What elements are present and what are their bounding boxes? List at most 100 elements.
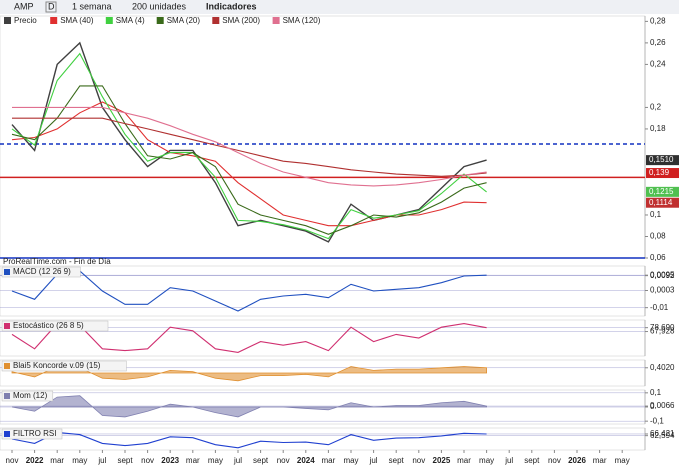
panel-title: MACD (12 26 9) (13, 267, 71, 276)
x-tick-label: mar (593, 456, 607, 465)
y-tick-label: 0,0095 (650, 270, 675, 279)
x-tick-label: sept (117, 456, 133, 465)
panel-icon (4, 393, 10, 399)
x-tick-label: nov (277, 456, 290, 465)
legend-swatch (156, 17, 164, 24)
panel (0, 15, 646, 259)
price-label: 0,1215 (649, 187, 674, 196)
legend-label: Precio (14, 16, 37, 25)
panel-title-box (1, 390, 54, 402)
price-label-box (646, 197, 679, 208)
price-label-box (646, 168, 679, 179)
y-tick-label: 0,1 (650, 210, 662, 219)
panel-title-box (1, 320, 109, 332)
y-tick-label: 0,24 (650, 60, 666, 69)
legend-label: SMA (120) (283, 16, 321, 25)
panel-title-box (1, 266, 81, 278)
x-tick-label: sept (524, 456, 540, 465)
legend-swatch (212, 17, 220, 24)
y-tick-label: 0,18 (650, 124, 666, 133)
x-tick-label: nov (412, 456, 425, 465)
x-tick-label: nov (141, 456, 154, 465)
panel-title: FILTRO RSI (13, 429, 56, 438)
x-tick-label: mar (322, 456, 336, 465)
series-line (12, 106, 487, 187)
legend-swatch (4, 17, 11, 24)
symbol[interactable]: AMP (14, 1, 34, 11)
price-label: 0,1114 (649, 198, 673, 207)
legend-label: SMA (4) (116, 16, 145, 25)
y-tick-label: 66,421 (650, 429, 675, 438)
price-label-box (646, 186, 679, 197)
legend-swatch (50, 17, 58, 24)
series-line (11, 323, 487, 353)
legend-label: SMA (40) (60, 16, 94, 25)
y-tick-label: -0,1 (650, 416, 664, 425)
indicators[interactable]: Indicadores (206, 1, 257, 11)
y-tick-label: 0,4020 (650, 363, 675, 372)
x-tick-label: may (343, 456, 358, 465)
x-tick-label: may (479, 456, 494, 465)
price-label: 0,139 (649, 168, 670, 177)
x-tick-label: 2026 (568, 456, 586, 465)
x-tick-label: jul (97, 456, 106, 465)
area (11, 395, 487, 418)
y-tick-label: 0,0092 (650, 271, 675, 280)
y-tick-label: 0,0066 (650, 401, 675, 410)
y-tick-label: 67,928 (650, 327, 675, 336)
panel (0, 427, 646, 451)
series-line (11, 85, 487, 235)
units[interactable]: 200 unidades (132, 1, 187, 11)
x-tick-label: may (208, 456, 223, 465)
series-line (11, 270, 487, 312)
panel-icon (4, 431, 10, 437)
y-tick-label: 0,26 (650, 38, 666, 47)
y-tick-label: 0,2 (650, 103, 662, 112)
price-label-box (646, 155, 679, 166)
toolbar (0, 0, 679, 14)
mode-box (45, 1, 57, 13)
price-label: 0,1510 (649, 155, 674, 164)
y-tick-label: 0,1 (650, 388, 662, 397)
panel-icon (4, 323, 10, 329)
x-tick-label: sept (389, 456, 405, 465)
panel-title: Blai5 Koncorde v.09 (15) (13, 361, 101, 370)
legend-swatch (105, 17, 113, 24)
legend-label: SMA (20) (167, 16, 201, 25)
y-tick-label: 0,0003 (650, 286, 675, 295)
legend-swatch (272, 17, 280, 24)
x-tick-label: 2023 (161, 456, 179, 465)
series-line (12, 117, 487, 177)
series-line (11, 52, 487, 240)
x-tick-label: jul (504, 456, 513, 465)
x-tick-label: nov (6, 456, 19, 465)
x-tick-label: sept (253, 456, 269, 465)
x-tick-label: mar (186, 456, 200, 465)
panel-icon (4, 269, 10, 275)
x-tick-label: jul (369, 456, 378, 465)
y-tick-label: 0,28 (650, 16, 666, 25)
x-tick-label: 2022 (26, 456, 44, 465)
x-tick-label: may (72, 456, 87, 465)
y-tick-label: -0,01 (650, 303, 669, 312)
panel (0, 265, 646, 317)
period[interactable]: 1 semana (72, 1, 112, 11)
panel-icon (4, 363, 10, 369)
x-tick-label: may (615, 456, 630, 465)
x-tick-label: 2024 (297, 456, 315, 465)
legend-label: SMA (200) (222, 16, 260, 25)
x-tick-label: nov (548, 456, 561, 465)
y-tick-label: 0,08 (650, 232, 666, 241)
panel-title-box (1, 360, 127, 372)
y-tick-label: 0 (650, 402, 655, 411)
x-tick-label: jul (233, 456, 242, 465)
y-tick-label: 78,690 (650, 323, 675, 332)
panel-title: Estocástico (26 8 5) (13, 321, 84, 330)
source: ProRealTime.com - Fin de Día (3, 257, 111, 266)
mode[interactable]: D (48, 1, 55, 11)
y-tick-label: 0,06 (650, 253, 666, 262)
y-tick-label: 62,594 (650, 431, 675, 440)
x-tick-label: mar (50, 456, 64, 465)
series-line (11, 431, 487, 449)
